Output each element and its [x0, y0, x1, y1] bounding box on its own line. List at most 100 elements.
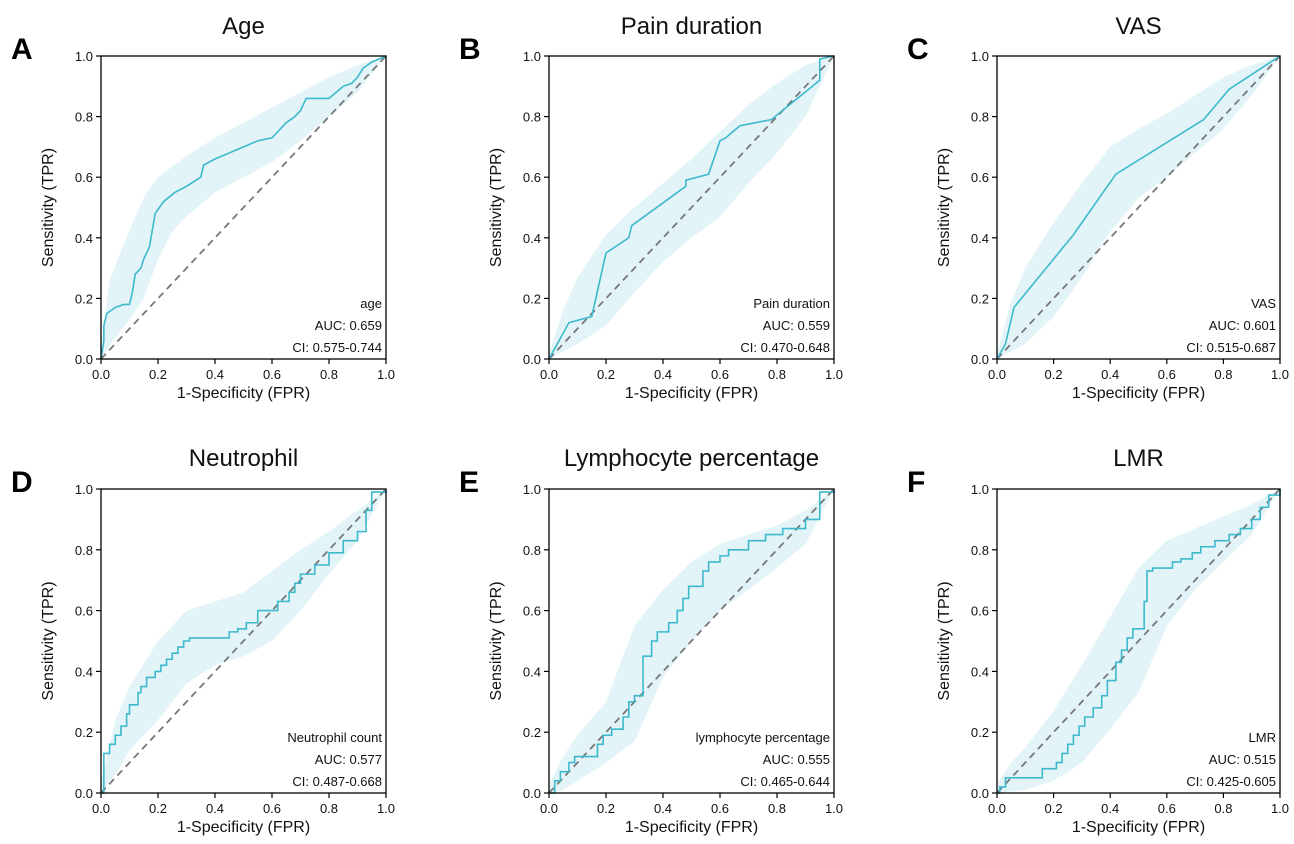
- x-tick-label: 0.4: [654, 801, 672, 816]
- legend-ci: CI: 0.465-0.644: [740, 774, 830, 789]
- plot-frame: [548, 55, 835, 360]
- x-tick-label: 0.6: [711, 367, 729, 382]
- x-tick-label: 0.2: [149, 801, 167, 816]
- x-tick-label: 1.0: [825, 367, 843, 382]
- x-tick-label: 0.2: [1045, 801, 1063, 816]
- x-tick-label: 0.8: [1214, 801, 1232, 816]
- y-tick-label: 0.4: [971, 664, 989, 679]
- y-tick-label: 0.0: [75, 352, 93, 367]
- x-tick-label: 0.4: [1101, 801, 1119, 816]
- plot-frame: [548, 488, 835, 794]
- panel-letter: A: [11, 33, 33, 66]
- roc-panel-c: C VAS 0.0 0.2 0.4 0.6 0.8 1.0 0.0 0.2 0.4 0.6 0.8 1.0…: [907, 13, 1289, 402]
- y-tick-label: 0.4: [75, 664, 93, 679]
- roc-panel-f: F LMR 0.0 0.2 0.4 0.6 0.8 1.0 0.0 0.2 0.4 0.6 0.8 1.0…: [907, 445, 1289, 836]
- x-tick-label: 0.4: [206, 801, 224, 816]
- y-tick-label: 0.4: [971, 231, 989, 246]
- legend-auc: AUC: 0.659: [315, 318, 382, 333]
- roc-panel-a: A Age 0.0 0.2 0.4 0.6 0.8 1.0 0.0 0.2 0.4 0.6 0.8 1.0…: [11, 13, 395, 402]
- panel-letter: C: [907, 33, 929, 66]
- x-tick-label: 1.0: [825, 801, 843, 816]
- legend-label: Pain duration: [753, 296, 830, 311]
- x-tick-label: 0.6: [263, 801, 281, 816]
- x-axis-label: 1-Specificity (FPR): [1072, 819, 1205, 836]
- panel-title: LMR: [1113, 445, 1164, 472]
- y-tick-label: 0.4: [523, 231, 541, 246]
- confidence-band: [997, 56, 1280, 359]
- x-tick-label: 0.2: [149, 367, 167, 382]
- y-tick-label: 1.0: [971, 49, 989, 64]
- x-tick-label: 0.0: [540, 367, 558, 382]
- y-tick-label: 0.6: [523, 170, 541, 185]
- y-tick-label: 1.0: [523, 482, 541, 497]
- panel-letter: F: [907, 466, 925, 499]
- x-tick-label: 0.8: [768, 801, 786, 816]
- chance-diagonal: [996, 488, 1281, 794]
- roc-curve: [548, 55, 835, 360]
- y-tick-label: 0.2: [523, 725, 541, 740]
- chance-diagonal: [548, 488, 835, 794]
- panel-letter: B: [459, 33, 481, 66]
- x-tick-label: 0.2: [597, 801, 615, 816]
- x-tick-label: 0.4: [1101, 367, 1119, 382]
- y-tick-label: 0.2: [971, 725, 989, 740]
- legend-ci: CI: 0.487-0.668: [292, 774, 382, 789]
- legend-label: age: [360, 296, 382, 311]
- y-axis-label: Sensitivity (TPR): [40, 148, 57, 267]
- roc-panel-e: E Lymphocyte percentage 0.0 0.2 0.4 0.6 0.8 1.0…: [459, 445, 843, 836]
- y-tick-label: 0.2: [971, 291, 989, 306]
- x-axis-label: 1-Specificity (FPR): [625, 819, 758, 836]
- chance-diagonal: [996, 55, 1281, 360]
- panel-title: Lymphocyte percentage: [564, 445, 819, 472]
- plot-frame: [100, 488, 387, 794]
- x-axis-label: 1-Specificity (FPR): [1072, 385, 1205, 402]
- legend-auc: AUC: 0.555: [763, 752, 830, 767]
- y-tick-label: 0.8: [523, 110, 541, 125]
- legend-ci: CI: 0.515-0.687: [1186, 340, 1276, 355]
- y-axis-label: Sensitivity (TPR): [936, 148, 953, 267]
- panel-title: VAS: [1115, 13, 1161, 40]
- roc-curve: [549, 489, 835, 794]
- plot-frame: [996, 55, 1281, 360]
- y-tick-label: 0.0: [523, 786, 541, 801]
- panel-title: Age: [222, 13, 265, 40]
- legend-ci: CI: 0.575-0.744: [292, 340, 382, 355]
- y-tick-label: 0.0: [75, 786, 93, 801]
- y-tick-label: 0.0: [971, 352, 989, 367]
- y-tick-label: 0.2: [75, 291, 93, 306]
- legend-auc: AUC: 0.559: [763, 318, 830, 333]
- roc-panel-d: D Neutrophil 0.0 0.2 0.4 0.6 0.8 1.0 0.0 0.2 0.4 0.…: [11, 445, 395, 836]
- y-tick-label: 0.8: [523, 543, 541, 558]
- y-tick-label: 0.6: [75, 170, 93, 185]
- legend-ci: CI: 0.425-0.605: [1186, 774, 1276, 789]
- chance-diagonal: [100, 55, 387, 360]
- y-tick-label: 1.0: [523, 49, 541, 64]
- legend-label: Neutrophil count: [287, 730, 382, 745]
- x-tick-label: 0.0: [92, 367, 110, 382]
- y-tick-label: 0.8: [75, 110, 93, 125]
- panel-title: Pain duration: [621, 13, 762, 40]
- roc-curve: [100, 55, 387, 360]
- panel-letter: E: [459, 466, 479, 499]
- x-axis-label: 1-Specificity (FPR): [177, 385, 310, 402]
- legend-auc: AUC: 0.577: [315, 752, 382, 767]
- chance-diagonal: [100, 488, 387, 794]
- y-tick-label: 0.8: [971, 543, 989, 558]
- y-tick-label: 0.0: [523, 352, 541, 367]
- x-tick-label: 0.4: [206, 367, 224, 382]
- y-tick-label: 1.0: [75, 482, 93, 497]
- legend-auc: AUC: 0.515: [1209, 752, 1276, 767]
- roc-curve: [101, 489, 387, 794]
- y-tick-label: 0.8: [75, 543, 93, 558]
- y-tick-label: 1.0: [75, 49, 93, 64]
- x-tick-label: 0.2: [597, 367, 615, 382]
- x-tick-label: 0.8: [768, 367, 786, 382]
- y-axis-label: Sensitivity (TPR): [488, 581, 505, 700]
- x-tick-label: 1.0: [377, 801, 395, 816]
- x-tick-label: 0.6: [1158, 801, 1176, 816]
- legend-auc: AUC: 0.601: [1209, 318, 1276, 333]
- y-tick-label: 0.8: [971, 110, 989, 125]
- x-tick-label: 0.0: [988, 801, 1006, 816]
- roc-curve: [996, 55, 1281, 360]
